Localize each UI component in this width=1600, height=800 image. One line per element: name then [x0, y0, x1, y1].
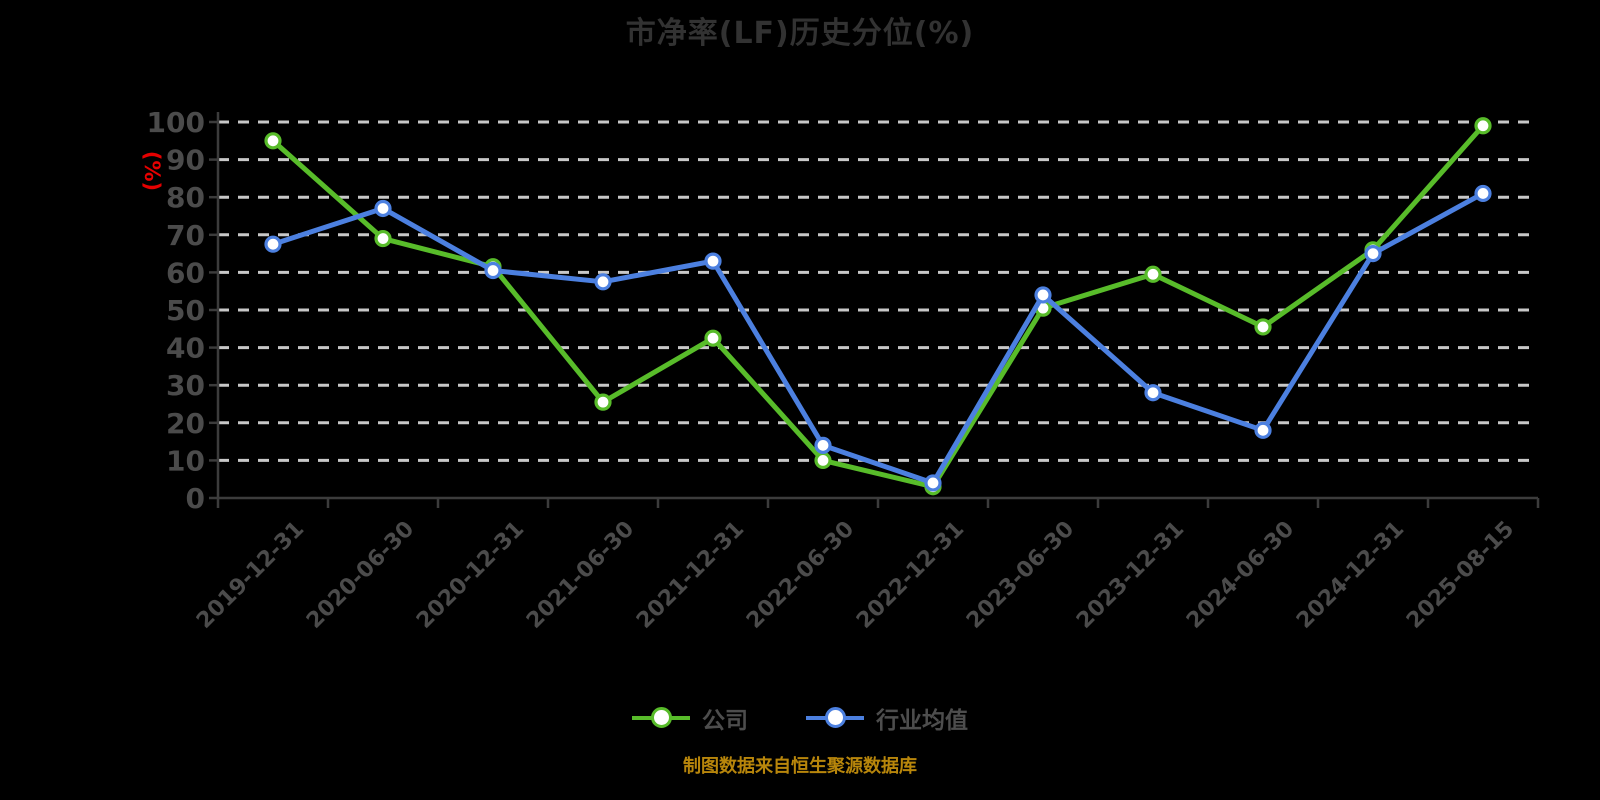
x-axis-tick-label: 2021-12-31: [632, 517, 749, 634]
data-point-marker: [1144, 265, 1162, 283]
series-line-1: [270, 190, 1486, 486]
data-point-marker: [374, 199, 392, 218]
y-axis-tick-label: 40: [166, 332, 205, 365]
y-axis-tick-label: 0: [186, 482, 205, 515]
legend-marker-icon: [806, 706, 864, 730]
data-point-marker: [1254, 421, 1272, 439]
x-axis-tick-label: 2022-06-30: [742, 517, 859, 634]
y-axis-tick-label: 70: [166, 219, 205, 252]
data-point-marker: [1364, 245, 1382, 263]
data-point-marker: [704, 252, 722, 270]
data-point-marker: [814, 451, 832, 469]
legend: 公司 行业均值: [0, 701, 1600, 735]
y-axis-tick-label: 20: [166, 407, 205, 440]
data-point-marker: [1474, 184, 1492, 203]
x-axis-tick-label: 2020-12-31: [412, 517, 529, 634]
data-point-marker: [594, 393, 612, 411]
y-axis-tick-label: 30: [166, 369, 205, 402]
x-axis-tick-label: 2020-06-30: [302, 517, 419, 634]
y-axis-tick-label: 80: [166, 181, 205, 214]
x-axis-tick-label: 2022-12-31: [852, 517, 969, 634]
x-axis-tick-label: 2019-12-31: [192, 517, 309, 634]
x-axis-tick-label: 2025-08-15: [1402, 517, 1519, 634]
x-axis-tick-label: 2023-12-31: [1072, 517, 1189, 634]
data-point-marker: [594, 273, 612, 291]
legend-item-1: 行业均值: [806, 701, 968, 735]
data-point-marker: [1034, 286, 1052, 304]
chart-title: 市净率(LF)历史分位(%): [625, 16, 975, 51]
series-line-0: [270, 123, 1486, 490]
data-point-marker: [1254, 318, 1272, 336]
data-point-marker: [484, 261, 502, 280]
legend-label: 公司: [702, 708, 748, 734]
source-note: 制图数据来自恒生聚源数据库: [683, 756, 917, 777]
y-axis-tick-label: 90: [166, 144, 205, 177]
legend-label: 行业均值: [876, 708, 968, 734]
data-point-marker: [264, 132, 282, 150]
y-axis-tick-label: 100: [147, 106, 205, 139]
data-point-marker: [814, 436, 832, 454]
x-axis-tick-label: 2024-06-30: [1182, 517, 1299, 634]
y-axis-tick-label: 50: [166, 294, 205, 327]
data-point-marker: [1474, 117, 1492, 135]
legend-marker-icon: [632, 706, 690, 730]
legend-item-0: 公司: [632, 701, 748, 735]
y-axis-tick-label: 60: [166, 256, 205, 289]
data-point-marker: [1144, 384, 1162, 402]
data-point-marker: [704, 329, 722, 347]
data-point-marker: [374, 229, 392, 248]
x-axis-tick-label: 2021-06-30: [522, 517, 639, 634]
x-axis-tick-label: 2023-06-30: [962, 517, 1079, 634]
x-axis-tick-label: 2024-12-31: [1292, 517, 1409, 634]
data-point-marker: [924, 474, 942, 492]
data-point-marker: [264, 235, 282, 253]
y-axis-tick-label: 10: [166, 444, 205, 477]
